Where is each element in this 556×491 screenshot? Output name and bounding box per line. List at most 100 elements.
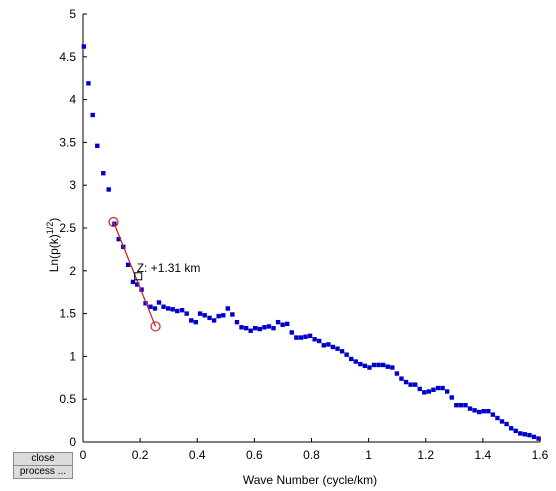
data-point — [130, 279, 136, 285]
data-point — [358, 361, 363, 367]
y-axis-label-close: ) — [47, 218, 61, 222]
data-point — [216, 313, 221, 319]
x-axis-ticks: 0 0.2 0.4 0.6 0.8 1 1.2 1.4 1.6 — [80, 438, 549, 462]
x-tick-label: 0.8 — [303, 448, 320, 462]
y-tick-label: 0.5 — [59, 392, 76, 406]
data-point — [518, 431, 523, 436]
data-point — [95, 143, 100, 149]
data-points — [81, 44, 541, 441]
data-point — [143, 301, 148, 306]
data-point — [294, 335, 299, 340]
data-point — [431, 387, 436, 392]
y-tick-label: 1.5 — [59, 307, 76, 321]
data-point — [139, 287, 144, 292]
depth-annotation: Z: +1.31 km — [134, 261, 200, 281]
data-point — [234, 319, 240, 325]
data-point — [344, 352, 349, 357]
data-point — [458, 402, 464, 408]
data-point — [403, 379, 409, 385]
data-point — [367, 365, 372, 370]
x-tick-label: 0.6 — [246, 448, 263, 462]
data-point — [81, 44, 87, 49]
data-point — [165, 306, 171, 311]
data-point — [349, 356, 354, 362]
x-tick-label: 0.4 — [189, 448, 206, 462]
x-tick-label: 1.6 — [532, 448, 549, 462]
data-point — [422, 390, 427, 395]
data-point — [161, 304, 166, 309]
y-axis-label: Ln(p(k)1/2) — [45, 218, 61, 273]
data-point — [275, 319, 281, 325]
data-point — [508, 426, 514, 431]
x-tick-label: 1.4 — [475, 448, 492, 462]
data-point — [285, 321, 290, 327]
data-point — [426, 389, 432, 394]
x-axis-label: Wave Number (cycle/km) — [243, 473, 377, 487]
data-point — [211, 318, 217, 323]
data-point — [472, 408, 477, 413]
data-point — [444, 389, 450, 394]
data-point — [371, 362, 377, 368]
y-axis-label-main: Ln(p(k) — [47, 234, 61, 272]
y-tick-label: 2.5 — [59, 221, 76, 235]
data-point — [362, 363, 368, 369]
axes-frame — [82, 14, 540, 443]
process-button[interactable]: process ... — [13, 465, 73, 479]
data-point — [449, 395, 454, 400]
data-point — [408, 382, 413, 387]
data-point — [467, 406, 473, 411]
data-point — [463, 402, 468, 408]
data-point — [321, 343, 326, 348]
data-point — [435, 385, 441, 391]
data-point — [207, 315, 212, 321]
data-point — [527, 432, 532, 438]
data-point — [335, 346, 340, 351]
data-point — [266, 324, 272, 329]
data-point — [221, 313, 226, 318]
data-point — [399, 376, 404, 381]
y-tick-label: 3.5 — [59, 135, 76, 149]
data-point — [440, 385, 445, 391]
data-point — [90, 112, 95, 118]
y-tick-label: 4 — [69, 93, 76, 107]
fit-endpoint-marker — [150, 321, 161, 332]
data-point — [417, 386, 422, 392]
data-point — [280, 322, 285, 327]
data-point — [148, 304, 153, 309]
data-point — [326, 342, 331, 347]
data-point — [376, 362, 381, 368]
y-tick-label: 3 — [69, 178, 76, 192]
data-point — [175, 308, 180, 314]
y-axis-ticks: 0 0.5 1 1.5 2 2.5 3 3.5 4 4.5 5 — [59, 7, 87, 449]
data-point — [317, 338, 322, 344]
data-point — [248, 328, 253, 333]
data-point — [202, 313, 207, 318]
data-point — [312, 337, 317, 342]
data-point — [101, 171, 106, 176]
x-tick-label: 1 — [365, 448, 372, 462]
data-point — [385, 364, 390, 369]
close-button[interactable]: close — [13, 452, 73, 466]
x-tick-label: 0 — [80, 448, 87, 462]
y-tick-label: 2 — [69, 264, 76, 278]
y-axis-label-superscript: 1/2 — [45, 222, 55, 235]
y-tick-label: 5 — [69, 7, 76, 21]
data-point — [230, 312, 235, 317]
data-point — [86, 81, 91, 86]
data-point — [189, 318, 194, 323]
y-tick-label: 4.5 — [59, 50, 76, 64]
data-point — [184, 311, 189, 316]
data-point — [193, 319, 199, 325]
data-point — [257, 326, 263, 332]
data-point — [253, 325, 258, 331]
data-point — [152, 306, 158, 311]
data-point — [412, 382, 418, 387]
data-point — [495, 415, 500, 421]
y-tick-label: 0 — [69, 435, 76, 449]
x-tick-label: 0.2 — [132, 448, 149, 462]
data-point — [116, 236, 121, 242]
data-point — [303, 334, 308, 339]
data-point — [125, 262, 131, 268]
data-point — [330, 344, 336, 350]
annotation-marker — [134, 272, 143, 281]
